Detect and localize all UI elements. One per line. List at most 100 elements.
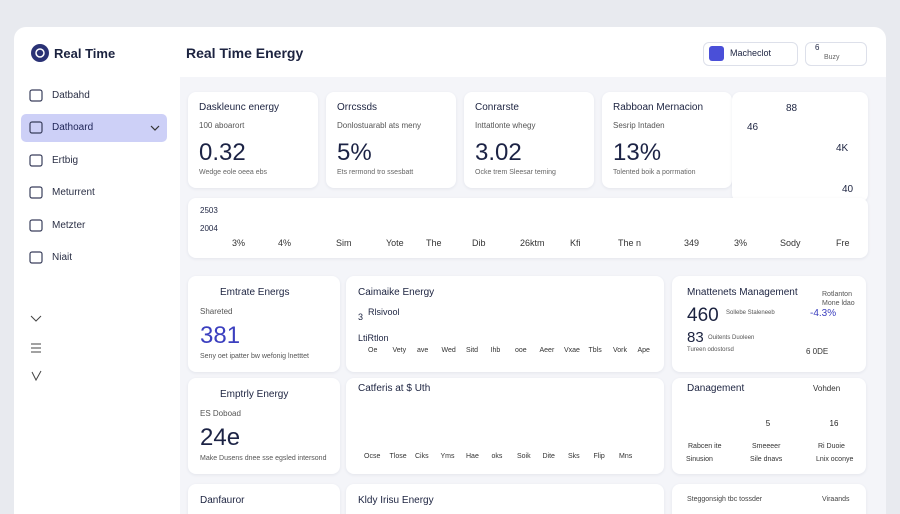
timeline-label: Yote: [386, 237, 404, 248]
kpi-title: Rabboan Mernacion: [613, 102, 704, 113]
kpi-note: Ets rermond tro ssesbatt: [337, 168, 414, 176]
bar-x-label: Hae: [466, 452, 479, 460]
timeline-label: Fre: [836, 237, 850, 248]
nav-icon: [30, 315, 42, 322]
card: [732, 92, 868, 202]
gauge-value: 08: [699, 419, 709, 428]
mgmt-side: Rotlanton: [822, 290, 852, 298]
mgmt-change: -4.3%: [810, 308, 837, 319]
nav-item[interactable]: Metzter: [52, 220, 86, 231]
brand: Real Time: [54, 45, 116, 61]
energy-subtitle: ES Doboad: [200, 409, 241, 418]
kpi-subtitle: Inttatlonte whegy: [475, 121, 536, 130]
donut-label: 4K: [836, 143, 849, 154]
energy-note: Make Dusens dnee sse egsled intersond: [200, 454, 327, 462]
nav-item[interactable]: Meturrent: [52, 187, 95, 198]
nav-icon: [29, 89, 43, 102]
chevron-down: [150, 125, 160, 131]
timeline-label: 3%: [734, 237, 748, 248]
kpi-title: Orrcssds: [337, 102, 377, 113]
bar-x-label: Ciks: [415, 452, 429, 460]
timeline-label: 26ktm: [520, 237, 545, 248]
kpi-value: 13%: [613, 139, 662, 166]
kpi-value: 5%: [337, 139, 372, 166]
donut-label: 40: [842, 184, 854, 195]
nav-icon: [29, 219, 43, 232]
bottom-title: Viraands: [822, 495, 850, 503]
bar-x-label: Yms: [440, 452, 455, 460]
timeline-row-label: 2004: [200, 224, 218, 233]
active-nav-bg: [21, 114, 167, 142]
kpi-value: 0.32: [199, 139, 246, 166]
energy-subtitle: Shareted: [200, 307, 233, 316]
gauge-label: Rabcen ite: [688, 442, 722, 450]
badge: 6: [815, 43, 820, 52]
bar-x-label: Dite: [542, 452, 555, 460]
kpi-value: 3.02: [475, 139, 522, 166]
card: [602, 92, 732, 188]
nav-item[interactable]: Datbahd: [52, 90, 90, 101]
user-icon: [709, 46, 724, 61]
line-x-label: Wed: [441, 346, 456, 354]
card: [464, 92, 594, 188]
kpi-title: Conrarste: [475, 102, 519, 113]
gauge-sub: Sinusion: [686, 455, 713, 463]
line-x-label: Sitd: [466, 346, 479, 354]
mgmt-value: 83: [687, 328, 704, 346]
timeline-label: 349: [684, 237, 700, 248]
bar-x-label: Tlose: [389, 452, 407, 460]
nav-item[interactable]: Dathoard: [52, 122, 94, 133]
line-x-label: ave: [417, 346, 429, 354]
nav-icon: [31, 370, 42, 382]
bar-x-label: Ocse: [364, 452, 381, 460]
kpi-note: Ocke trem Sleesar teming: [475, 168, 556, 176]
card: [188, 378, 340, 474]
card: [188, 484, 340, 514]
kpi-title: Daskleunc energy: [199, 102, 280, 113]
nav-icon: [29, 251, 43, 264]
gauge-sub: Sile dnavs: [750, 455, 783, 463]
kpi-subtitle: Sesrip Intaden: [613, 121, 665, 130]
energy-value: 24e: [200, 424, 241, 451]
energy-title: Emptrly Energy: [220, 389, 289, 400]
bar-x-label: Sks: [568, 452, 580, 460]
line-label: Rlsivool: [368, 306, 400, 317]
user-name: Macheclot: [730, 47, 772, 58]
line-x-label: Tbls: [588, 346, 602, 354]
line-x-label: Vety: [392, 346, 407, 354]
bar-x-label: Mns: [619, 452, 633, 460]
timeline-row-label: 2503: [200, 206, 218, 215]
status: Buzy: [824, 53, 840, 61]
line-x-label: Oe: [368, 346, 378, 354]
line-label: LtiRtlon: [358, 332, 389, 343]
danagement-action[interactable]: Vohden: [813, 384, 841, 393]
mgmt-side: Mone ldao: [822, 299, 855, 307]
energy-title: Emtrate Energs: [220, 287, 290, 298]
gauge-label: Ri Duoie: [818, 442, 845, 450]
mgmt-title: Mnattenets Management: [687, 287, 798, 298]
donut-label: 46: [747, 122, 759, 133]
timeline-label: Sim: [336, 237, 352, 248]
kpi-note: Wedge eole oeea ebs: [199, 168, 267, 176]
nav-item[interactable]: Niait: [52, 252, 73, 263]
nav-icon: [29, 121, 43, 134]
timeline-label: Sody: [780, 237, 801, 248]
line-x-label: Vxae: [564, 346, 580, 354]
timeline-label: 3%: [232, 237, 246, 248]
bottom-title: Steggonsigh tbc tossder: [687, 495, 763, 503]
donut-label: 88: [786, 103, 798, 114]
timeline-label: The n: [618, 237, 642, 248]
danagement-title: Danagement: [687, 383, 745, 394]
timeline-label: Dib: [472, 237, 486, 248]
kpi-subtitle: 100 aboarort: [199, 121, 245, 130]
card: [188, 92, 318, 188]
mgmt-code: 6 0DE: [806, 347, 829, 356]
bar-x-label: oks: [491, 452, 503, 460]
card: [672, 484, 866, 514]
status-dropdown[interactable]: [805, 42, 867, 66]
gauge-value: 5: [765, 419, 771, 428]
line-card-title: Caimaike Energy: [358, 287, 435, 298]
nav-item[interactable]: Ertbig: [52, 155, 79, 166]
mgmt-value: 460: [687, 304, 719, 326]
